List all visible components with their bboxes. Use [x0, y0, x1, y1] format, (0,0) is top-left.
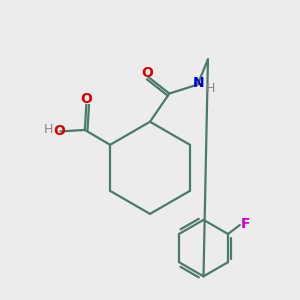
Text: F: F — [240, 217, 250, 231]
Text: H: H — [43, 123, 53, 136]
Text: O: O — [80, 92, 92, 106]
Text: N: N — [192, 76, 204, 90]
Text: O: O — [141, 66, 153, 80]
Text: O: O — [53, 124, 65, 138]
Text: H: H — [206, 82, 215, 95]
